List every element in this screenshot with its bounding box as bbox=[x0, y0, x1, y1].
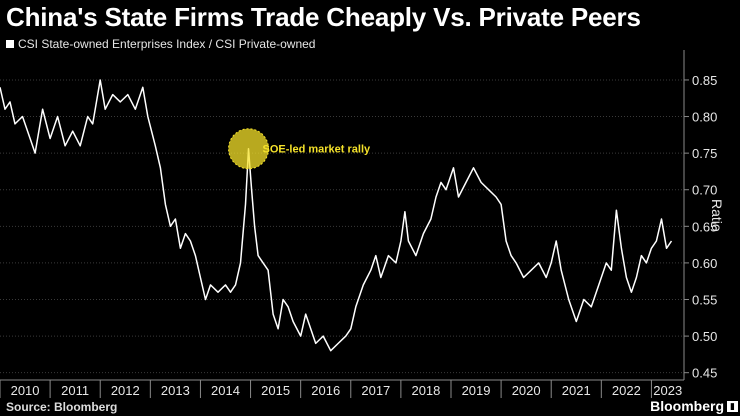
y-tick-label: 0.50 bbox=[692, 329, 717, 344]
annotation-layer: SOE-led market rally bbox=[228, 128, 371, 170]
axes: 0.45 0.50 0.55 0.60 0.65 0.70 0.75 0.80 0.85 2010… bbox=[0, 50, 725, 398]
x-tick-label: 2011 bbox=[61, 383, 89, 398]
series-layer bbox=[0, 79, 673, 352]
y-tick-label: 0.80 bbox=[692, 110, 717, 125]
y-tick-label: 0.65 bbox=[692, 219, 717, 234]
y-tick-label: 0.60 bbox=[692, 256, 717, 271]
legend: CSI State-owned Enterprises Index / CSI … bbox=[6, 37, 315, 51]
grid-lines bbox=[0, 79, 684, 374]
x-tick-label: 2020 bbox=[512, 383, 541, 398]
x-tick-label: 2016 bbox=[311, 383, 340, 398]
y-tick-label: 0.70 bbox=[692, 183, 717, 198]
brand-logo: Bloomberg bbox=[650, 398, 724, 414]
bloomberg-mark-icon: ▮ bbox=[727, 401, 738, 412]
series-line bbox=[0, 79, 673, 352]
y-tick-label: 0.45 bbox=[692, 366, 717, 381]
x-tick-label: 2015 bbox=[261, 383, 290, 398]
legend-label: CSI State-owned Enterprises Index / CSI … bbox=[18, 37, 316, 51]
annotation-highlight bbox=[228, 128, 270, 170]
x-tick-label: 2019 bbox=[462, 383, 491, 398]
x-tick-label: 2017 bbox=[361, 383, 390, 398]
y-tick-label: 0.55 bbox=[692, 293, 717, 308]
x-tick-label: 2014 bbox=[211, 383, 240, 398]
x-tick-label: 2013 bbox=[161, 383, 190, 398]
x-tick-label: 2018 bbox=[411, 383, 440, 398]
x-tick-label: 2012 bbox=[111, 383, 140, 398]
legend-swatch bbox=[6, 40, 14, 48]
y-tick-label: 0.85 bbox=[692, 73, 717, 88]
y-axis-title: Ratio bbox=[709, 199, 725, 232]
x-tick-label: 2021 bbox=[562, 383, 591, 398]
chart-title: China's State Firms Trade Cheaply Vs. Pr… bbox=[6, 2, 641, 32]
annotation-label: SOE-led market rally bbox=[263, 144, 371, 156]
x-tick-label: 2022 bbox=[612, 383, 641, 398]
y-tick-label: 0.75 bbox=[692, 146, 717, 161]
source-note: Source: Bloomberg bbox=[6, 400, 118, 414]
x-tick-label: 2023 bbox=[653, 383, 682, 398]
x-tick-label: 2010 bbox=[11, 383, 40, 398]
